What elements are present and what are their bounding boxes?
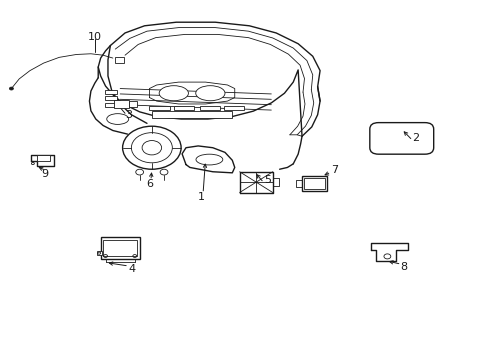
Ellipse shape	[195, 86, 224, 101]
Text: 10: 10	[88, 32, 102, 41]
Bar	[304, 178, 325, 189]
Bar	[149, 106, 169, 110]
Bar	[173, 106, 194, 110]
Bar	[115, 57, 124, 63]
Bar	[224, 106, 244, 110]
Bar	[114, 100, 129, 108]
Bar	[103, 239, 137, 256]
FancyBboxPatch shape	[369, 123, 433, 154]
Bar	[129, 102, 137, 107]
Circle shape	[9, 87, 13, 90]
Text: 6: 6	[145, 179, 153, 189]
Bar	[104, 90, 117, 94]
Ellipse shape	[196, 154, 223, 165]
Text: 1: 1	[198, 192, 204, 202]
Text: 8: 8	[400, 262, 407, 272]
Bar	[302, 176, 327, 191]
Bar	[104, 96, 117, 100]
Bar	[37, 155, 50, 161]
Text: 4: 4	[128, 264, 136, 274]
Text: 2: 2	[412, 133, 419, 143]
Bar	[199, 106, 220, 110]
Bar	[97, 251, 102, 255]
Text: 5: 5	[264, 175, 270, 185]
Bar	[152, 111, 232, 118]
Ellipse shape	[159, 86, 188, 101]
Text: 3: 3	[125, 111, 132, 121]
Bar	[104, 103, 117, 107]
Text: 7: 7	[330, 165, 338, 175]
Text: 9: 9	[41, 168, 48, 179]
Ellipse shape	[106, 114, 128, 125]
Bar	[101, 237, 140, 259]
